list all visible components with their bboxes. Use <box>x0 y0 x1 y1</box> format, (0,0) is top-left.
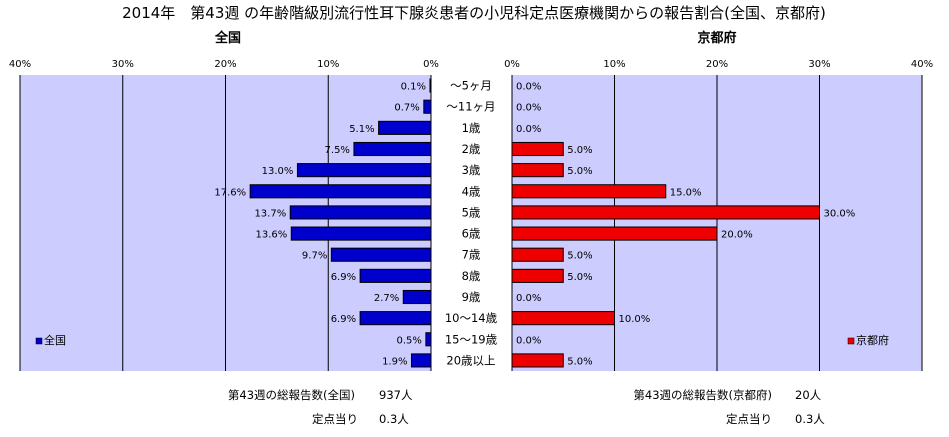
category-label: ～11ヶ月 <box>446 100 495 114</box>
kyoto-panel-title: 京都府 <box>697 30 736 46</box>
national-data-label: 9.7% <box>302 251 327 262</box>
national-bar <box>423 99 432 114</box>
kyoto-data-label: 5.0% <box>567 251 592 262</box>
national-data-label: 2.7% <box>374 293 399 304</box>
national-data-label: 17.6% <box>214 187 246 198</box>
national-bar <box>296 163 432 178</box>
kyoto-total-value: 20人 <box>795 388 822 402</box>
national-legend-label: 全国 <box>44 333 66 347</box>
national-data-label: 0.7% <box>394 103 419 114</box>
category-label: 8歳 <box>462 269 481 283</box>
national-bar <box>359 268 432 283</box>
national-bar <box>290 226 432 241</box>
national-bar <box>429 78 432 93</box>
national-bar <box>359 311 432 326</box>
national-data-label: 13.7% <box>254 208 286 219</box>
national-data-label: 6.9% <box>331 272 356 283</box>
national-total-value: 937人 <box>379 388 413 402</box>
kyoto-data-label: 20.0% <box>721 230 753 241</box>
national-data-label: 0.1% <box>401 82 426 93</box>
kyoto-bar <box>511 163 564 178</box>
national-panel: 0% 10% 20% 30% 40% 0.1% 0.7% 5.1% 7.5% 13.0% 17.6%… <box>9 59 439 371</box>
kyoto-tick-label: 20% <box>706 59 728 70</box>
kyoto-per-value: 0.3人 <box>795 412 825 426</box>
chart-title: 2014年 第43週 の年齢階級別流行性耳下腺炎患者の小児科定点医療機関からの報… <box>122 4 826 22</box>
kyoto-data-label: 15.0% <box>670 187 702 198</box>
kyoto-bar <box>511 247 564 262</box>
national-data-label: 13.6% <box>255 230 287 241</box>
kyoto-legend-swatch <box>847 337 855 345</box>
national-bar <box>330 247 432 262</box>
category-label: 3歳 <box>462 163 481 177</box>
category-labels: ～5ヶ月 ～11ヶ月 1歳 2歳 3歳 4歳 5歳 6歳 7歳 8歳 9歳 10～14歳 15～19歳 2… <box>445 79 498 368</box>
national-data-label: 0.5% <box>396 335 421 346</box>
kyoto-data-label: 5.0% <box>567 272 592 283</box>
kyoto-bar <box>511 226 718 241</box>
kyoto-bar <box>511 184 667 199</box>
kyoto-data-label: 0.0% <box>516 82 541 93</box>
national-tick-label: 10% <box>317 59 339 70</box>
national-tick-label: 40% <box>9 59 31 70</box>
national-data-label: 1.9% <box>382 356 407 367</box>
kyoto-legend-label: 京都府 <box>856 333 889 347</box>
national-per-label: 定点当り <box>312 412 358 426</box>
national-legend-swatch <box>35 337 43 345</box>
category-label: 7歳 <box>462 248 481 262</box>
national-tick-label: 20% <box>214 59 236 70</box>
kyoto-data-label: 5.0% <box>567 166 592 177</box>
kyoto-tick-label: 0% <box>504 59 520 70</box>
category-label: ～5ヶ月 <box>450 79 492 93</box>
national-bar <box>410 353 432 368</box>
national-tick-label: 30% <box>112 59 134 70</box>
kyoto-data-label: 10.0% <box>619 314 651 325</box>
kyoto-tick-label: 10% <box>603 59 625 70</box>
kyoto-bar <box>511 141 564 157</box>
kyoto-bar <box>511 353 564 368</box>
national-bar <box>425 332 432 347</box>
kyoto-total-label: 第43週の総報告数(京都府) <box>633 388 772 402</box>
national-data-label: 13.0% <box>262 166 294 177</box>
national-data-label: 5.1% <box>349 124 374 135</box>
kyoto-tick-label: 40% <box>911 59 933 70</box>
kyoto-data-label: 30.0% <box>824 208 856 219</box>
kyoto-data-label: 5.0% <box>567 145 592 156</box>
kyoto-per-label: 定点当り <box>726 412 772 426</box>
category-label: 10～14歳 <box>445 311 498 325</box>
kyoto-data-label: 0.0% <box>516 103 541 114</box>
kyoto-bar <box>511 205 820 220</box>
kyoto-panel: 0% 10% 20% 30% 40% 0.0% 0.0% 0.0% 5.0% 5.0% 15.0% 3… <box>504 59 933 371</box>
category-label: 9歳 <box>462 290 481 304</box>
kyoto-tick-label: 30% <box>808 59 830 70</box>
category-label: 2歳 <box>462 142 481 156</box>
category-label: 5歳 <box>462 205 481 219</box>
national-bar <box>378 120 432 135</box>
national-bar <box>249 184 432 199</box>
national-data-label: 7.5% <box>325 145 350 156</box>
national-bar <box>402 289 432 305</box>
national-bar <box>353 141 432 157</box>
kyoto-data-label: 0.0% <box>516 335 541 346</box>
national-data-label: 6.9% <box>331 314 356 325</box>
national-total-label: 第43週の総報告数(全国) <box>228 388 355 402</box>
kyoto-bar <box>511 268 564 283</box>
national-per-value: 0.3人 <box>379 412 409 426</box>
kyoto-data-label: 0.0% <box>516 293 541 304</box>
kyoto-bar <box>511 311 615 326</box>
national-bar <box>289 205 432 220</box>
category-label: 20歳以上 <box>446 353 495 367</box>
category-label: 4歳 <box>462 184 481 198</box>
kyoto-data-label: 0.0% <box>516 124 541 135</box>
category-label: 1歳 <box>462 121 481 135</box>
category-label: 15～19歳 <box>445 332 498 346</box>
category-label: 6歳 <box>462 227 481 241</box>
kyoto-data-label: 5.0% <box>567 356 592 367</box>
national-tick-label: 0% <box>423 59 439 70</box>
national-panel-title: 全国 <box>214 30 241 46</box>
